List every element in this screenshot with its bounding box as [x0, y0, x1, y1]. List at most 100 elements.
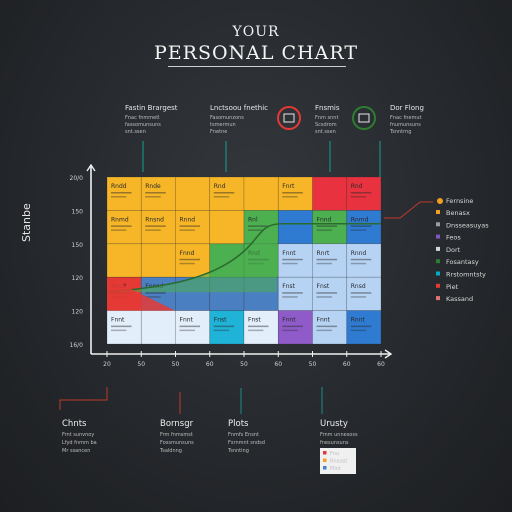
bottom-label-detail: Fnmfs Ensnt — [228, 432, 259, 438]
legend-swatch — [436, 234, 440, 239]
cell-subline — [316, 225, 338, 227]
cell-label: Fnnt — [317, 317, 331, 324]
legend-swatch — [436, 271, 440, 276]
heatmap-cell — [277, 243, 313, 278]
y-tick-label: 150 — [72, 208, 84, 215]
cell-subline — [145, 225, 166, 227]
top-label-detail: Fnac fnmmetl — [125, 115, 160, 121]
cell-subline — [111, 192, 132, 194]
cell-subline — [145, 229, 161, 231]
cell-subline — [350, 196, 367, 198]
cell-subline — [145, 196, 161, 198]
cell-subline — [111, 196, 127, 198]
cell-subline — [350, 192, 372, 194]
cell-label: Rnrt — [317, 250, 330, 257]
red-area-overlay — [107, 277, 175, 311]
heatmap-cell — [312, 310, 348, 345]
heatmap-cell — [346, 276, 382, 311]
cell-subline — [213, 329, 230, 332]
top-label-title: Fnsmis — [315, 104, 340, 112]
cell-label: Fnst — [248, 317, 261, 324]
x-tick-label: 20 — [103, 361, 111, 368]
cell-subline — [350, 229, 367, 231]
top-label-title: Dor Flong — [390, 104, 424, 112]
cell-subline — [213, 196, 230, 198]
heatmap-cell — [346, 210, 382, 245]
heatmap-cell — [312, 276, 348, 311]
cell-subline — [282, 258, 303, 261]
box-legend-swatch — [323, 458, 327, 462]
heatmap-cell — [175, 176, 211, 211]
cell-label: Fnst — [282, 283, 295, 290]
cell-subline — [179, 258, 201, 261]
cell-subline — [179, 262, 195, 265]
top-label-detail: Tsnntrng — [389, 129, 411, 135]
top-label-title: Fastin Brargest — [125, 104, 178, 112]
x-tick-label: 50 — [309, 361, 317, 368]
legend-title: Fernsine — [446, 197, 473, 205]
y-tick-label: 120 — [72, 275, 84, 282]
title-top: YOUR — [232, 24, 280, 40]
cell-label: Rnsnd — [145, 216, 164, 223]
cell-subline — [111, 325, 132, 328]
briefcase-icon-glyph — [283, 113, 295, 123]
heatmap-cell — [346, 243, 382, 278]
chart-title: PERSONAL CHART — [153, 42, 359, 64]
cell-subline — [316, 258, 338, 261]
cell-subline — [179, 229, 195, 231]
cell-subline — [111, 225, 132, 227]
cell-label: Rnsd — [351, 283, 366, 290]
legend-item: Piet — [446, 283, 459, 291]
cell-label: Fnst — [317, 283, 330, 290]
bottom-label-title: Plots — [228, 419, 249, 429]
top-label-detail: Fnac fnemut — [390, 115, 421, 121]
cell-subline — [282, 329, 298, 332]
heatmap-cell — [277, 276, 313, 311]
bottom-label-detail: Frm fnmsmst — [160, 432, 193, 438]
bottom-label-detail: Frnm unnesoss — [320, 432, 358, 438]
heatmap-cell — [209, 210, 245, 245]
top-label-title: Lnctsoou fnethic — [210, 104, 268, 112]
legend-item: Rrstomntsty — [446, 271, 486, 279]
legend-swatch — [436, 259, 440, 264]
cell-subline — [316, 262, 332, 265]
cell-subline — [350, 296, 367, 298]
briefcase-icon — [277, 106, 301, 130]
legend-item: Feos — [446, 234, 461, 242]
y-tick-label: 120 — [72, 309, 84, 316]
heatmap-cell — [277, 176, 313, 211]
heatmap-cell — [243, 310, 279, 345]
legend-swatch — [436, 283, 440, 288]
cell-label: Rnnd — [351, 250, 367, 257]
bottom-label-detail: Tsnnting — [227, 448, 249, 454]
cell-subline — [248, 329, 264, 332]
cell-label: Fnnt — [282, 250, 296, 257]
cell-subline — [316, 325, 338, 328]
cell-label: Fnrt — [282, 183, 295, 190]
cell-subline — [248, 325, 269, 328]
top-label-detail: Scsdrom — [315, 122, 337, 128]
heatmap-cell — [175, 243, 211, 278]
cell-subline — [316, 296, 332, 298]
cell-subline — [350, 225, 372, 227]
cell-label: Fnnd — [180, 250, 195, 257]
cell-subline — [282, 292, 303, 294]
cell-subline — [179, 325, 201, 328]
heatmap-cell — [140, 243, 176, 278]
heatmap-cell — [277, 210, 313, 245]
monitor-icon-glyph — [358, 113, 370, 123]
heatmap-cell — [175, 210, 211, 245]
bottom-label-title: Bornsgr — [160, 419, 194, 429]
legend-item: Benasx — [446, 209, 470, 217]
legend-connector — [384, 201, 433, 219]
top-label-detail: snt.ssen — [315, 129, 336, 135]
heatmap-cell — [243, 176, 279, 211]
box-legend-swatch — [323, 451, 327, 455]
top-label-detail: fassomunsuns — [125, 122, 161, 128]
legend-swatch — [436, 222, 440, 227]
cell-subline — [111, 329, 127, 332]
monitor-icon — [352, 106, 376, 130]
cell-label: Rnl — [248, 216, 258, 223]
y-axis-arrow — [86, 163, 96, 172]
